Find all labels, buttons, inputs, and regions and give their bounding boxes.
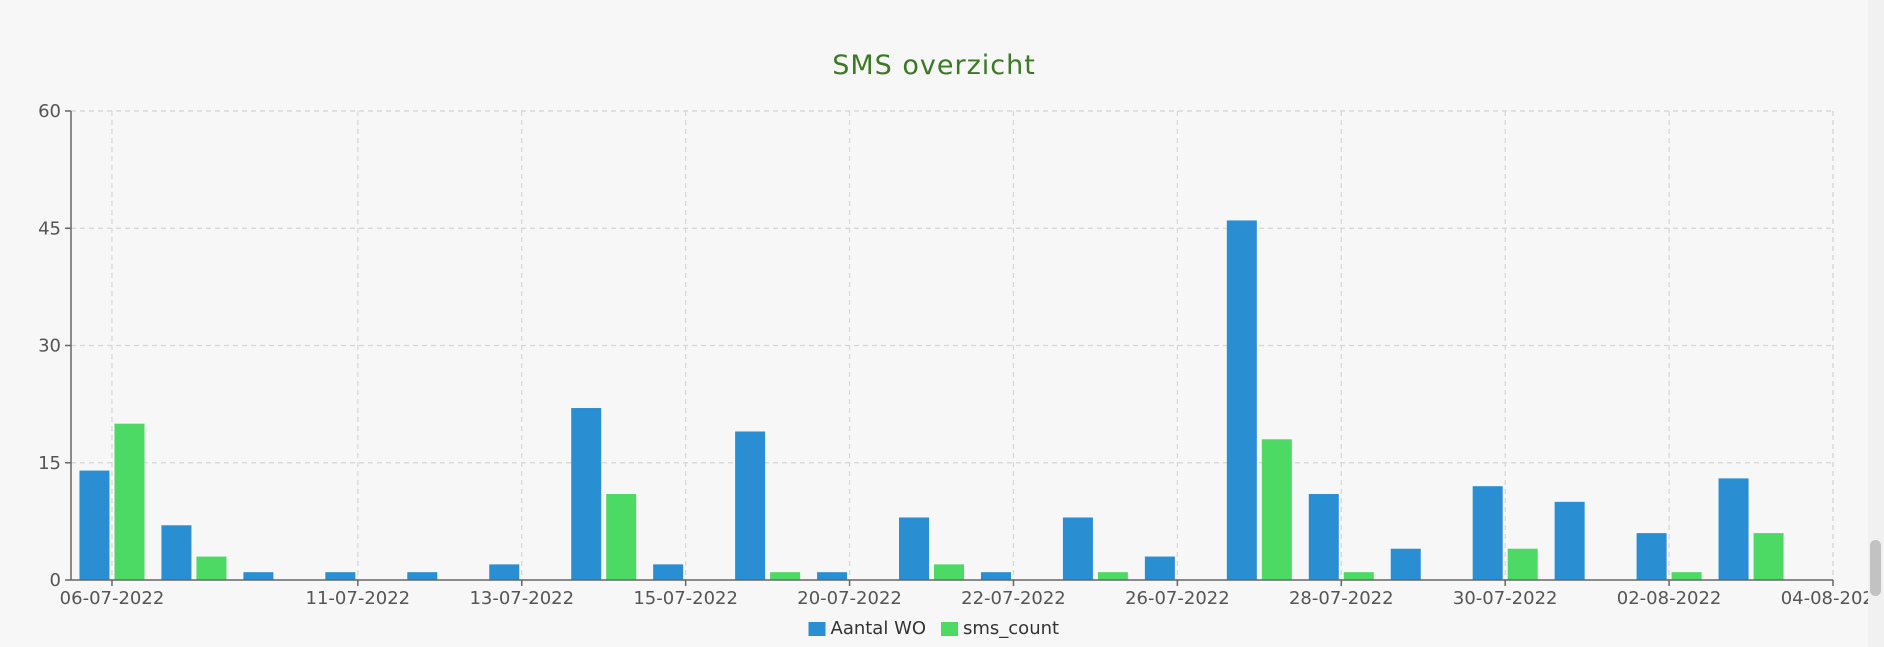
bar-aantal-wo-1[interactable] [161,525,192,580]
legend-label-0[interactable]: Aantal WO [831,618,927,639]
x-tick-label-3: 15-07-2022 [633,588,738,609]
grid [71,110,1834,580]
bar-aantal-wo-9[interactable] [817,572,848,580]
bar-sms-count-8[interactable] [770,572,801,580]
bar-aantal-wo-7[interactable] [653,564,684,580]
bar-aantal-wo-10[interactable] [899,517,930,580]
bar-aantal-wo-15[interactable] [1308,494,1339,580]
x-tick-label-6: 26-07-2022 [1125,588,1230,609]
bar-sms-count-14[interactable] [1261,439,1292,580]
x-tick-label-5: 22-07-2022 [961,588,1066,609]
x-tick-label-1: 11-07-2022 [306,588,411,609]
scrollbar-thumb[interactable] [1870,540,1881,596]
bar-aantal-wo-14[interactable] [1226,220,1257,580]
x-tick-label-7: 28-07-2022 [1289,588,1394,609]
bar-sms-count-6[interactable] [606,494,637,580]
legend: Aantal WO sms_count [808,618,1059,639]
scrollbar-track[interactable] [1868,0,1884,647]
bar-sms-count-19[interactable] [1671,572,1702,580]
bar-aantal-wo-17[interactable] [1472,486,1503,580]
bar-aantal-wo-18[interactable] [1554,501,1585,580]
bar-sms-count-15[interactable] [1343,572,1374,580]
y-tick-label-0: 0 [50,570,61,591]
bar-aantal-wo-13[interactable] [1144,556,1175,580]
chart-title: SMS overzicht [832,50,1036,81]
x-tick-label-10: 04-08-2022 [1781,588,1884,609]
bar-aantal-wo-3[interactable] [325,572,356,580]
x-tick-label-9: 02-08-2022 [1617,588,1722,609]
y-tick-label-3: 45 [38,218,61,239]
bar-sms-count-10[interactable] [934,564,965,580]
bar-aantal-wo-20[interactable] [1718,478,1749,580]
y-tick-label-4: 60 [38,101,61,122]
bar-aantal-wo-11[interactable] [980,572,1011,580]
bar-sms-count-0[interactable] [114,423,145,580]
bar-sms-count-17[interactable] [1507,548,1538,580]
bar-sms-count-12[interactable] [1097,572,1128,580]
x-tick-label-4: 20-07-2022 [797,588,902,609]
bar-sms-count-1[interactable] [196,556,227,580]
bar-aantal-wo-5[interactable] [489,564,520,580]
bar-aantal-wo-8[interactable] [735,431,766,580]
bar-aantal-wo-0[interactable] [79,470,110,580]
x-tick-label-2: 13-07-2022 [469,588,574,609]
bar-sms-count-20[interactable] [1753,533,1784,580]
bar-aantal-wo-19[interactable] [1636,533,1667,580]
legend-swatch-1[interactable] [941,622,958,636]
legend-label-1[interactable]: sms_count [963,618,1059,639]
bar-aantal-wo-12[interactable] [1062,517,1093,580]
bar-aantal-wo-16[interactable] [1390,548,1421,580]
legend-swatch-0[interactable] [808,622,826,636]
y-tick-label-2: 30 [38,336,61,357]
bars [79,220,1784,580]
x-tick-label-8: 30-07-2022 [1453,588,1558,609]
y-tick-label-1: 15 [38,453,61,474]
x-tick-label-0: 06-07-2022 [60,588,165,609]
axes: 0 15 30 45 60 06-07-2022 11-07-2022 13-07-2022 1… [38,101,1884,609]
bar-aantal-wo-2[interactable] [243,572,274,580]
bar-aantal-wo-4[interactable] [407,572,438,580]
bar-aantal-wo-6[interactable] [571,408,602,580]
